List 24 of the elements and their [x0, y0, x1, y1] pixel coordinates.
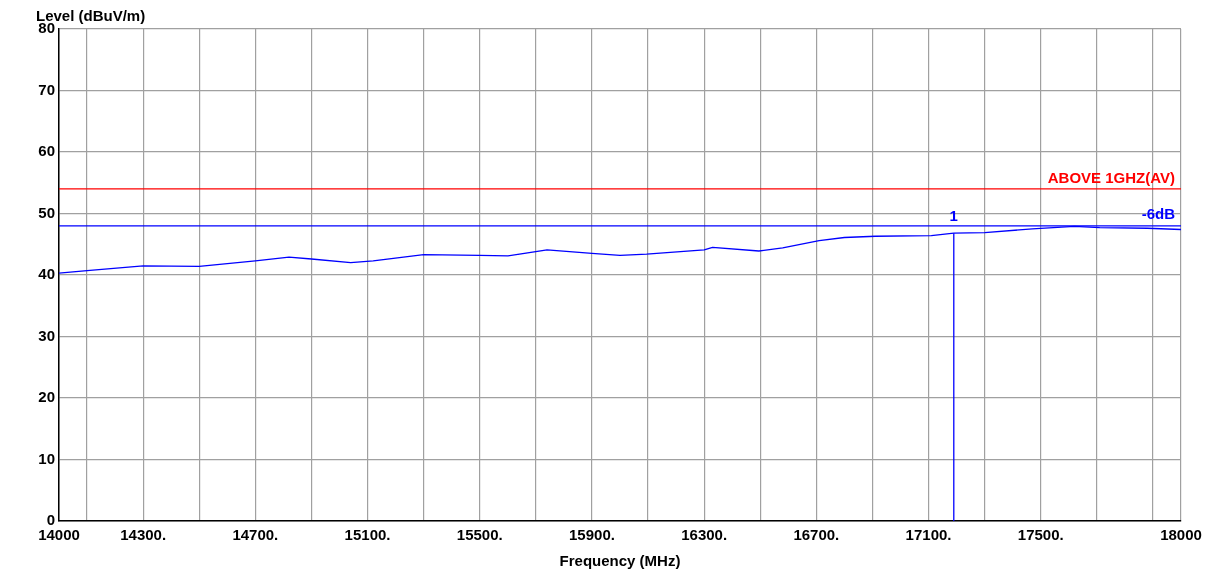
y-tick-label: 40 [38, 265, 55, 283]
y-tick-label: 10 [38, 449, 55, 467]
x-tick-label: 16700. [793, 526, 840, 544]
x-tick-label: 15900. [569, 526, 615, 544]
x-tick-label: 17500. [1017, 526, 1064, 544]
x-axis-title: Frequency (MHz) [559, 552, 681, 570]
x-tick-label: 14700. [232, 526, 279, 544]
y-axis-title: Level (dBuV/m) [36, 6, 146, 24]
ref-line-label: -6dB [1141, 205, 1176, 223]
y-tick-label: 60 [38, 142, 55, 160]
x-tick-label: 17100. [905, 526, 952, 544]
y-tick-label: 20 [38, 388, 55, 406]
x-tick-label: 14300. [120, 526, 167, 544]
y-tick-label: 50 [38, 203, 55, 221]
y-tick-label: 30 [38, 326, 55, 344]
annotation: 1 [949, 206, 958, 224]
x-tick-label: 18000 [1160, 526, 1202, 544]
ref-line-label: ABOVE 1GHZ(AV) [1047, 168, 1175, 186]
y-tick-label: 70 [38, 80, 55, 98]
x-tick-label: 15500. [456, 526, 503, 544]
x-tick-label: 14000 [38, 526, 80, 544]
y-tick-label: 0 [46, 511, 55, 529]
x-tick-label: 16300. [681, 526, 728, 544]
x-tick-label: 15100. [344, 526, 391, 544]
